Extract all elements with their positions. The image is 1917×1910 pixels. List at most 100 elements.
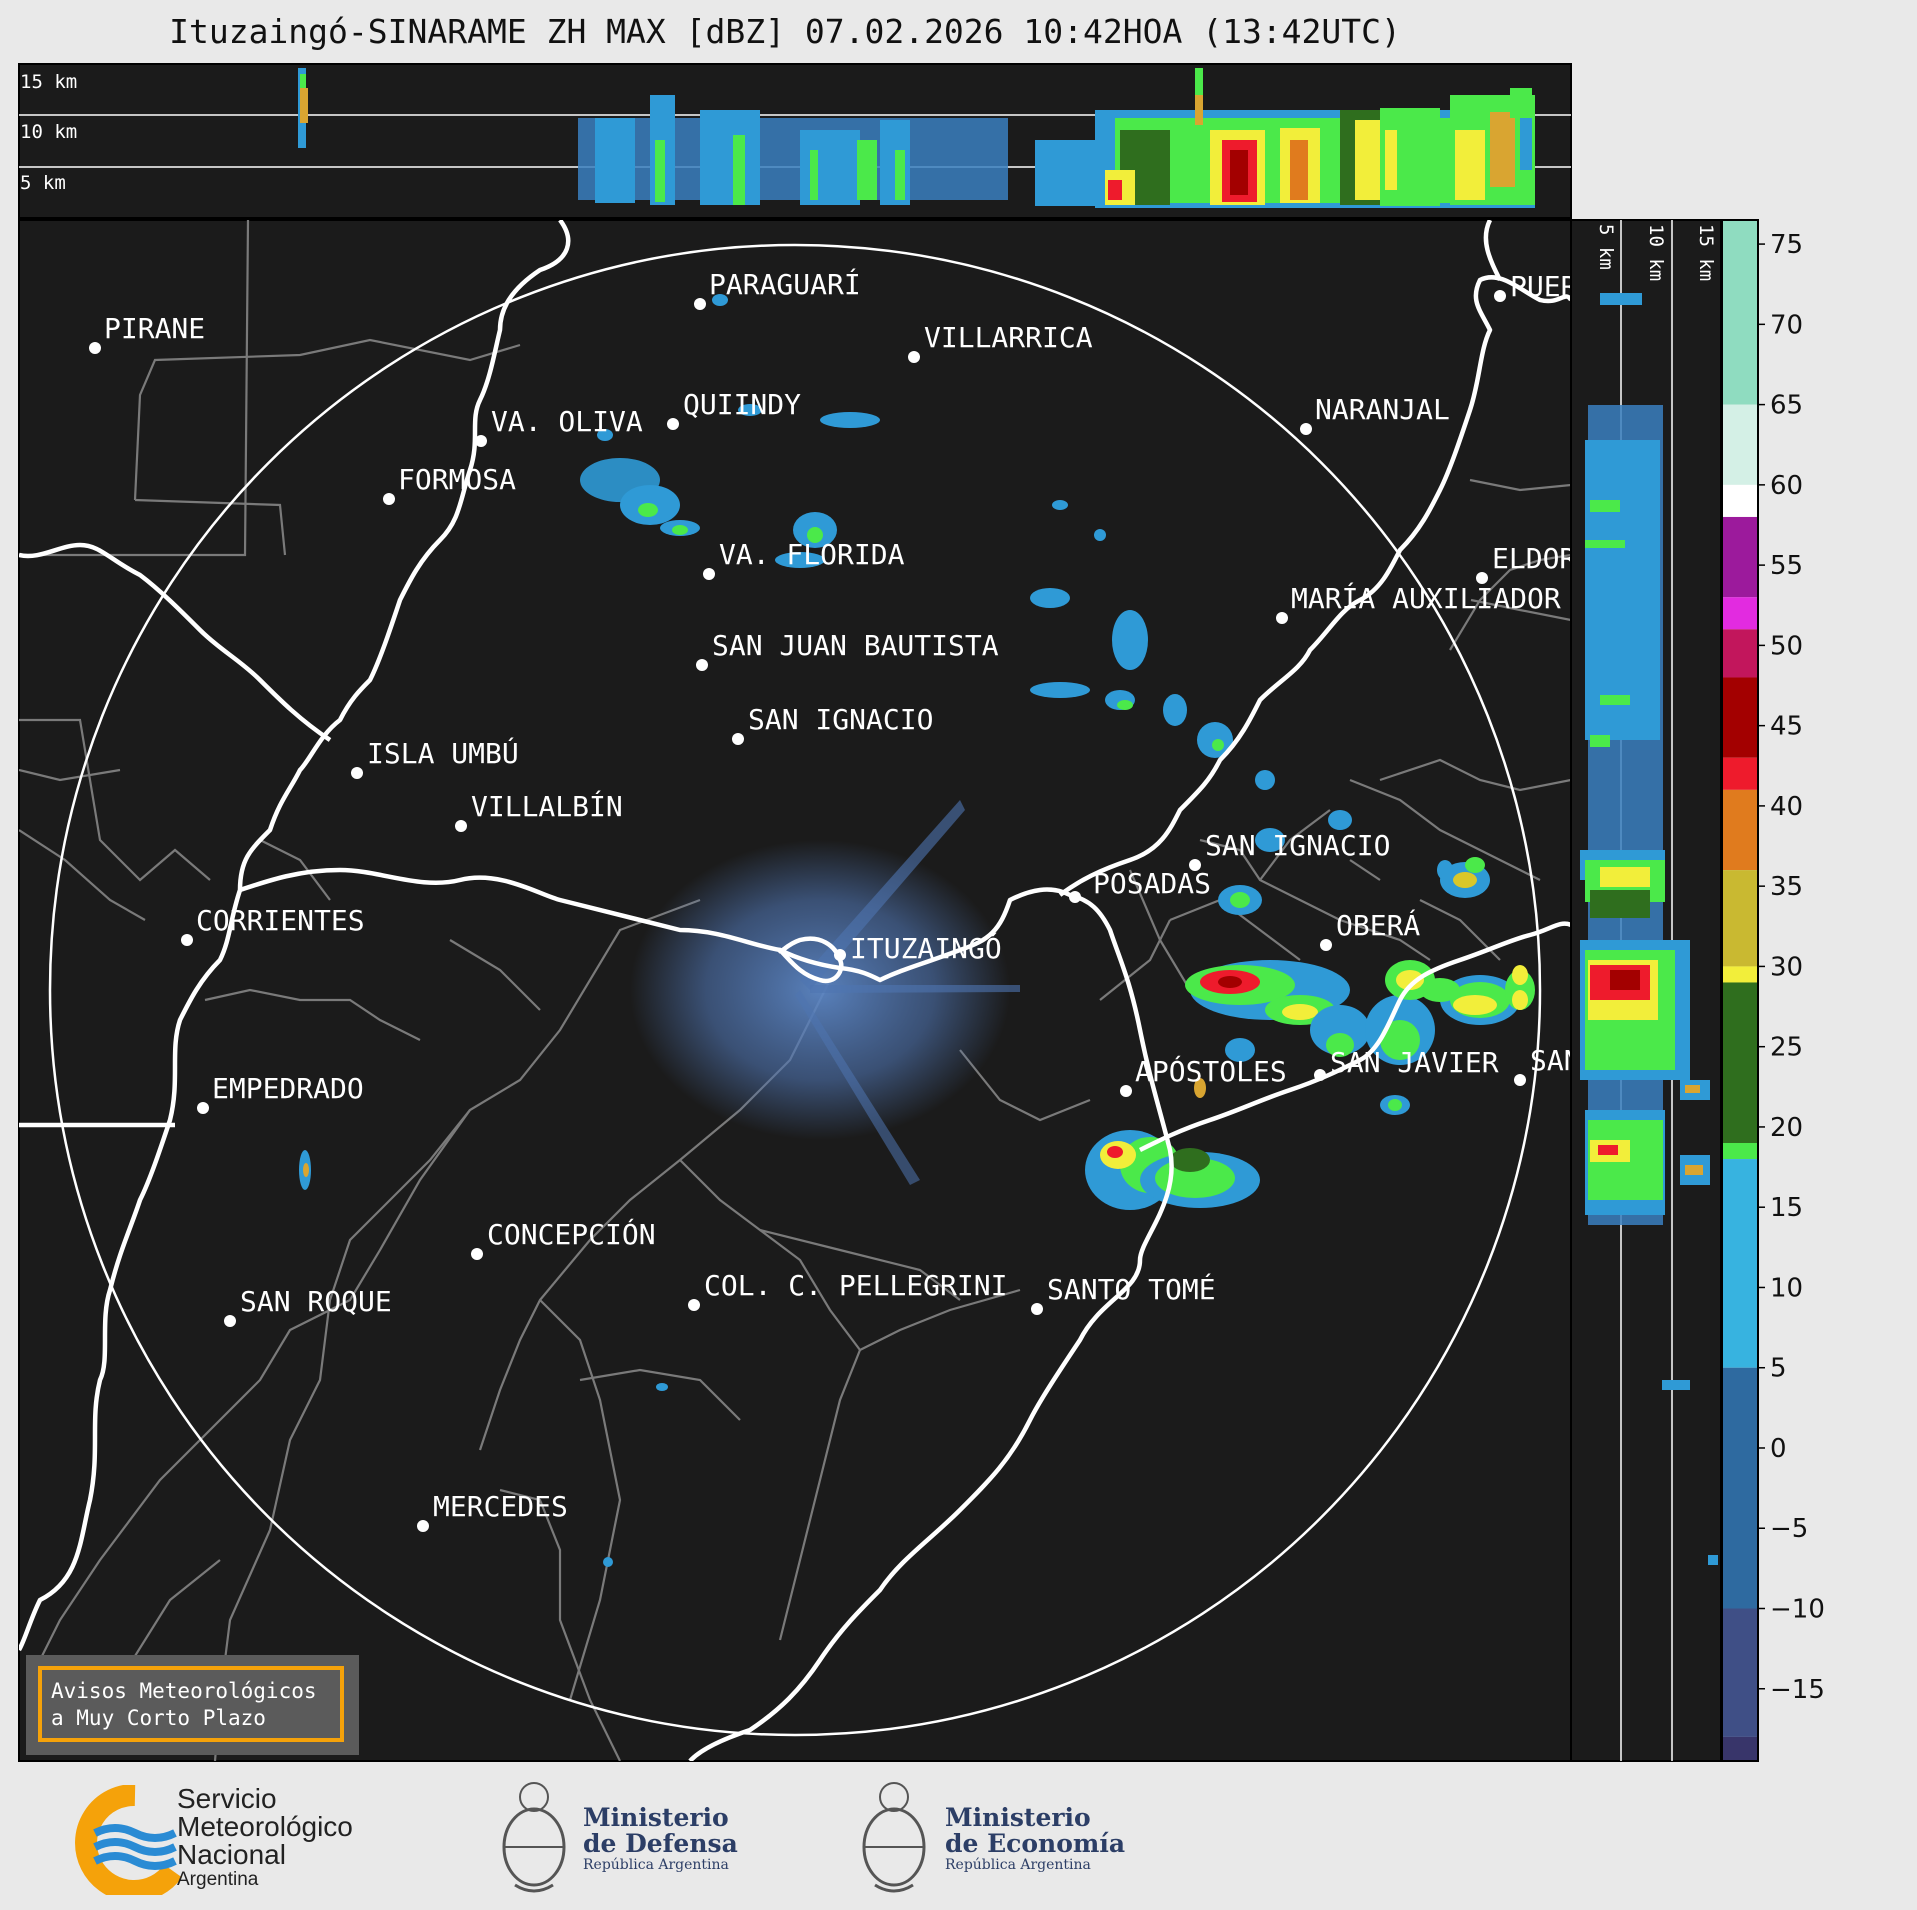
colorbar-tick-label: 30 [1770, 952, 1803, 982]
warnings-badge: Avisos Meteorológicos a Muy Corto Plazo [26, 1655, 359, 1755]
city-label: VILLALBÍN [471, 789, 623, 823]
alt-label-15km: 15 km [20, 71, 77, 93]
colorbar-tick-label: 0 [1770, 1434, 1787, 1464]
city-label: SAN JUAN BAUTISTA [712, 629, 999, 662]
colorbar-segment [1722, 757, 1758, 790]
smn-line1: Servicio [177, 1783, 277, 1814]
colorbar-segment [1722, 516, 1758, 598]
range-ring [48, 243, 1542, 1737]
colorbar-tick-label: 55 [1770, 551, 1803, 581]
alt-label-5km: 5 km [20, 172, 66, 194]
colorbar-segment [1722, 789, 1758, 871]
city-label: SAN [1530, 1044, 1581, 1077]
city-label: OBERÁ [1336, 908, 1420, 942]
colorbar-tick-label: 15 [1770, 1193, 1803, 1223]
colorbar-tick-label: −10 [1770, 1595, 1825, 1625]
colorbar-tick-label: 35 [1770, 872, 1803, 902]
city-label: MARÍA AUXILIADOR [1291, 581, 1561, 615]
badge-line1: Avisos Meteorológicos [51, 1679, 317, 1703]
colorbar-segment [1722, 982, 1758, 1143]
defensa-logo: Ministerio de Defensa República Argentin… [495, 1765, 755, 1910]
colorbar-segment [1722, 597, 1758, 630]
colorbar-tick-label: 75 [1770, 230, 1803, 260]
city-label: COL. C. PELLEGRINI [704, 1269, 1007, 1302]
smn-logo: Servicio Meteorológico Nacional Argentin… [55, 1765, 395, 1910]
city-label: PUER [1510, 270, 1578, 303]
colorbar-frame [1721, 219, 1759, 1762]
city-label: CONCEPCIÓN [487, 1217, 656, 1251]
colorbar-tick-label: 5 [1770, 1354, 1787, 1384]
city-label: SAN ROQUE [240, 1285, 392, 1318]
city-label: MERCEDES [433, 1490, 568, 1523]
colorbar-tick-label: 25 [1770, 1033, 1803, 1063]
colorbar-segment [1722, 870, 1758, 967]
colorbar-segment [1722, 1736, 1758, 1761]
side-alt-label-10km: 10 km [1645, 224, 1667, 281]
colorbar-segment [1722, 484, 1758, 517]
city-label: NARANJAL [1315, 393, 1450, 426]
alt-label-10km: 10 km [20, 121, 77, 143]
city-label: VILLARRICA [924, 321, 1093, 354]
colorbar-tick-label: 50 [1770, 631, 1803, 661]
colorbar-segment [1722, 966, 1758, 983]
colorbar-segment [1722, 1608, 1758, 1737]
city-label: FORMOSA [398, 463, 516, 496]
colorbar-segment [1722, 629, 1758, 678]
city-label: SAN IGNACIO [748, 703, 933, 736]
defensa-line2: de Defensa [583, 1829, 738, 1858]
side-height-profile: 5 km 10 km 15 km [1570, 219, 1722, 1762]
side-alt-label-15km: 15 km [1695, 224, 1717, 281]
smn-line2: Meteorológico [177, 1811, 353, 1842]
colorbar-tick-label: −15 [1770, 1675, 1825, 1705]
city-label: SANTO TOMÉ [1047, 1272, 1216, 1306]
colorbar-segment [1722, 404, 1758, 485]
colorbar-segment [1722, 1367, 1758, 1609]
city-label: SAN JAVIER [1330, 1046, 1499, 1079]
economia-line2: de Economía [945, 1829, 1126, 1858]
colorbar-segment [1722, 1159, 1758, 1368]
side-alt-label-5km: 5 km [1595, 224, 1617, 270]
badge-line2: a Muy Corto Plazo [51, 1706, 266, 1730]
city-label: PIRANE [104, 312, 205, 345]
colorbar-tick-label: 70 [1770, 310, 1803, 340]
colorbar-tick-label: 40 [1770, 792, 1803, 822]
colorbar-segment [1722, 1142, 1758, 1160]
city-label: ELDOR [1492, 542, 1576, 575]
economia-line3: República Argentina [945, 1857, 1091, 1873]
city-markers [89, 290, 1526, 1532]
chart-title: Ituzaingó-SINARAME ZH MAX [dBZ] 07.02.20… [169, 12, 1401, 51]
economia-logo: Ministerio de Economía República Argenti… [855, 1765, 1145, 1910]
city-label: SAN IGNACIO [1205, 829, 1390, 862]
colorbar-tick-label: 65 [1770, 391, 1803, 421]
colorbar-tick-label: 45 [1770, 712, 1803, 742]
top-height-profile: 15 km 10 km 5 km [18, 63, 1572, 219]
defensa-line1: Ministerio [583, 1803, 729, 1832]
coat-of-arms-icon [502, 1782, 566, 1893]
radar-site-label: ITUZAINGÓ [850, 931, 1002, 965]
economia-line1: Ministerio [945, 1803, 1091, 1832]
city-label: CORRIENTES [196, 904, 365, 937]
smn-line4: Argentina [177, 1869, 259, 1890]
defensa-line3: República Argentina [583, 1857, 729, 1873]
colorbar-segment [1722, 677, 1758, 758]
city-label: EMPEDRADO [212, 1072, 364, 1105]
colorbar-tick-label: 10 [1770, 1273, 1803, 1303]
colorbar-segment [1722, 220, 1758, 405]
colorbar-tick-label: 60 [1770, 471, 1803, 501]
coat-of-arms-icon [862, 1782, 926, 1893]
city-label: QUIINDY [683, 388, 801, 421]
city-label: VA. OLIVA [491, 405, 643, 438]
smn-emblem [75, 1785, 182, 1895]
smn-line3: Nacional [177, 1839, 286, 1870]
colorbar-tick-label: 20 [1770, 1113, 1803, 1143]
city-label: VA. FLORIDA [719, 538, 905, 571]
radar-map: PIRANE PARAGUARÍ VILLARRICA QUIINDY VA. … [18, 219, 1581, 1762]
city-label: ISLA UMBÚ [367, 736, 519, 770]
city-labels: PIRANE PARAGUARÍ VILLARRICA QUIINDY VA. … [104, 267, 1581, 1523]
city-label: PARAGUARÍ [709, 267, 861, 301]
city-label: APÓSTOLES [1135, 1054, 1287, 1088]
colorbar-tick-label: −5 [1770, 1514, 1808, 1544]
city-label: POSADAS [1093, 867, 1211, 900]
